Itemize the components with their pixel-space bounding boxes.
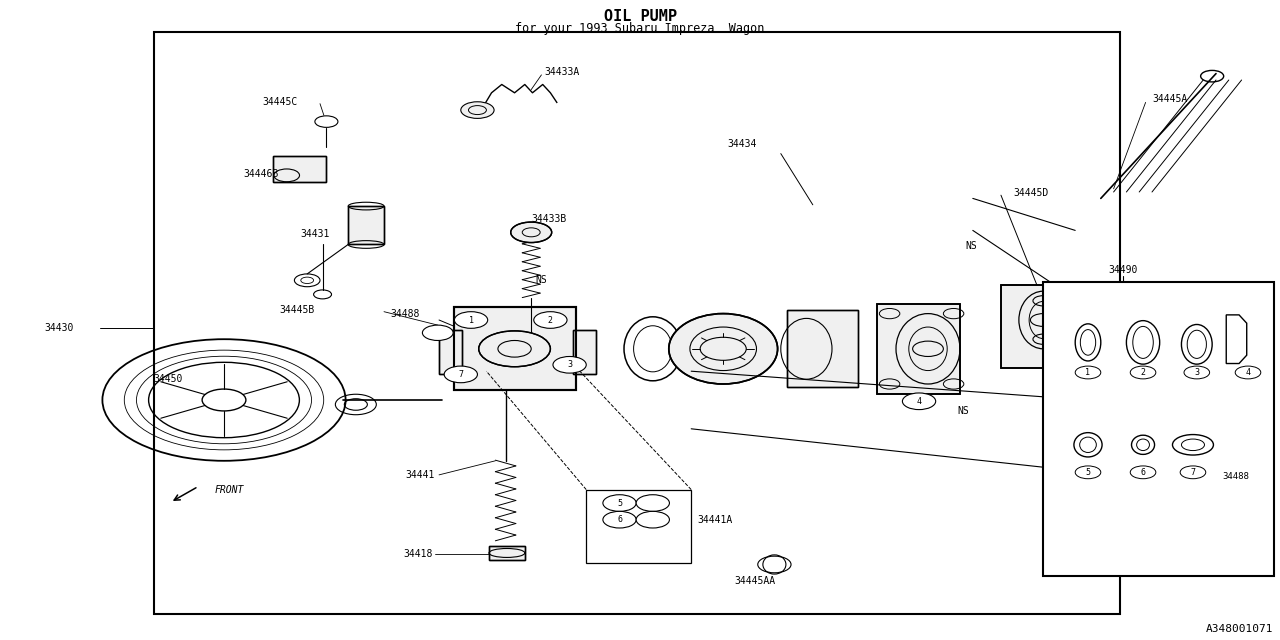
Circle shape [1075, 366, 1101, 379]
Text: 34431: 34431 [301, 228, 330, 239]
Bar [1043, 282, 1274, 576]
Text: 6: 6 [1140, 468, 1146, 477]
Circle shape [461, 102, 494, 118]
Bar [273, 156, 326, 182]
Bar [586, 490, 691, 563]
Circle shape [479, 331, 550, 367]
Bar [573, 330, 596, 374]
Text: A348001071: A348001071 [1206, 623, 1274, 634]
Bar [439, 330, 462, 374]
Text: 3: 3 [1194, 368, 1199, 377]
Circle shape [1180, 466, 1206, 479]
Text: 5: 5 [1085, 468, 1091, 477]
Bar [1001, 285, 1071, 368]
Text: 34445C: 34445C [262, 97, 298, 108]
Text: 4: 4 [1245, 368, 1251, 377]
Bar [573, 330, 596, 374]
Circle shape [902, 393, 936, 410]
Circle shape [454, 312, 488, 328]
Text: 34441A: 34441A [698, 515, 733, 525]
Bar [1043, 282, 1274, 576]
Text: 34445A: 34445A [1152, 94, 1188, 104]
Bar [877, 304, 960, 394]
Bar [489, 546, 525, 560]
Circle shape [534, 312, 567, 328]
Circle shape [422, 325, 453, 340]
Text: NS: NS [965, 241, 977, 252]
Text: 34434: 34434 [727, 139, 756, 149]
Text: 34441: 34441 [406, 470, 435, 480]
Circle shape [636, 495, 669, 511]
Bar [787, 310, 858, 387]
Text: NS: NS [535, 275, 547, 285]
Text: 1: 1 [468, 316, 474, 324]
Bar [273, 156, 326, 182]
Circle shape [603, 511, 636, 528]
Circle shape [1075, 466, 1101, 479]
Circle shape [603, 495, 636, 511]
Circle shape [444, 366, 477, 383]
Bar [787, 310, 858, 387]
Bar [348, 206, 384, 244]
Circle shape [1235, 366, 1261, 379]
Circle shape [1130, 466, 1156, 479]
Text: OIL PUMP: OIL PUMP [603, 8, 677, 24]
Text: 34450: 34450 [154, 374, 183, 384]
Text: 34418: 34418 [403, 548, 433, 559]
Bar [154, 32, 1120, 614]
Text: 34433B: 34433B [531, 214, 567, 224]
Circle shape [636, 511, 669, 528]
Text: 2: 2 [1140, 368, 1146, 377]
Text: FRONT: FRONT [215, 484, 244, 495]
Text: 5: 5 [617, 499, 622, 508]
Text: 34445AA: 34445AA [735, 576, 776, 586]
Text: 34488: 34488 [390, 308, 420, 319]
Text: 34490: 34490 [1108, 265, 1137, 275]
Text: 34430: 34430 [45, 323, 74, 333]
Circle shape [511, 222, 552, 243]
Text: 34446B: 34446B [243, 169, 279, 179]
Text: 2: 2 [548, 316, 553, 324]
Circle shape [553, 356, 586, 373]
Ellipse shape [668, 314, 777, 384]
Bar [348, 206, 384, 244]
Text: 4: 4 [916, 397, 922, 406]
Text: NS: NS [957, 406, 969, 416]
Text: 7: 7 [1190, 468, 1196, 477]
Bar [454, 307, 576, 390]
Text: 6: 6 [617, 515, 622, 524]
Bar [877, 304, 960, 394]
Circle shape [1184, 366, 1210, 379]
Text: 34488: 34488 [1222, 472, 1249, 481]
Text: 34433A: 34433A [544, 67, 580, 77]
Text: 1: 1 [1085, 368, 1091, 377]
Bar [489, 546, 525, 560]
Bar [454, 307, 576, 390]
Text: 3: 3 [567, 360, 572, 369]
Text: 34445D: 34445D [1014, 188, 1050, 198]
Circle shape [1130, 366, 1156, 379]
Text: 34445B: 34445B [279, 305, 315, 316]
Text: 7: 7 [458, 370, 463, 379]
Text: for your 1993 Subaru Impreza  Wagon: for your 1993 Subaru Impreza Wagon [516, 22, 764, 35]
Bar [439, 330, 462, 374]
Bar [1001, 285, 1071, 368]
